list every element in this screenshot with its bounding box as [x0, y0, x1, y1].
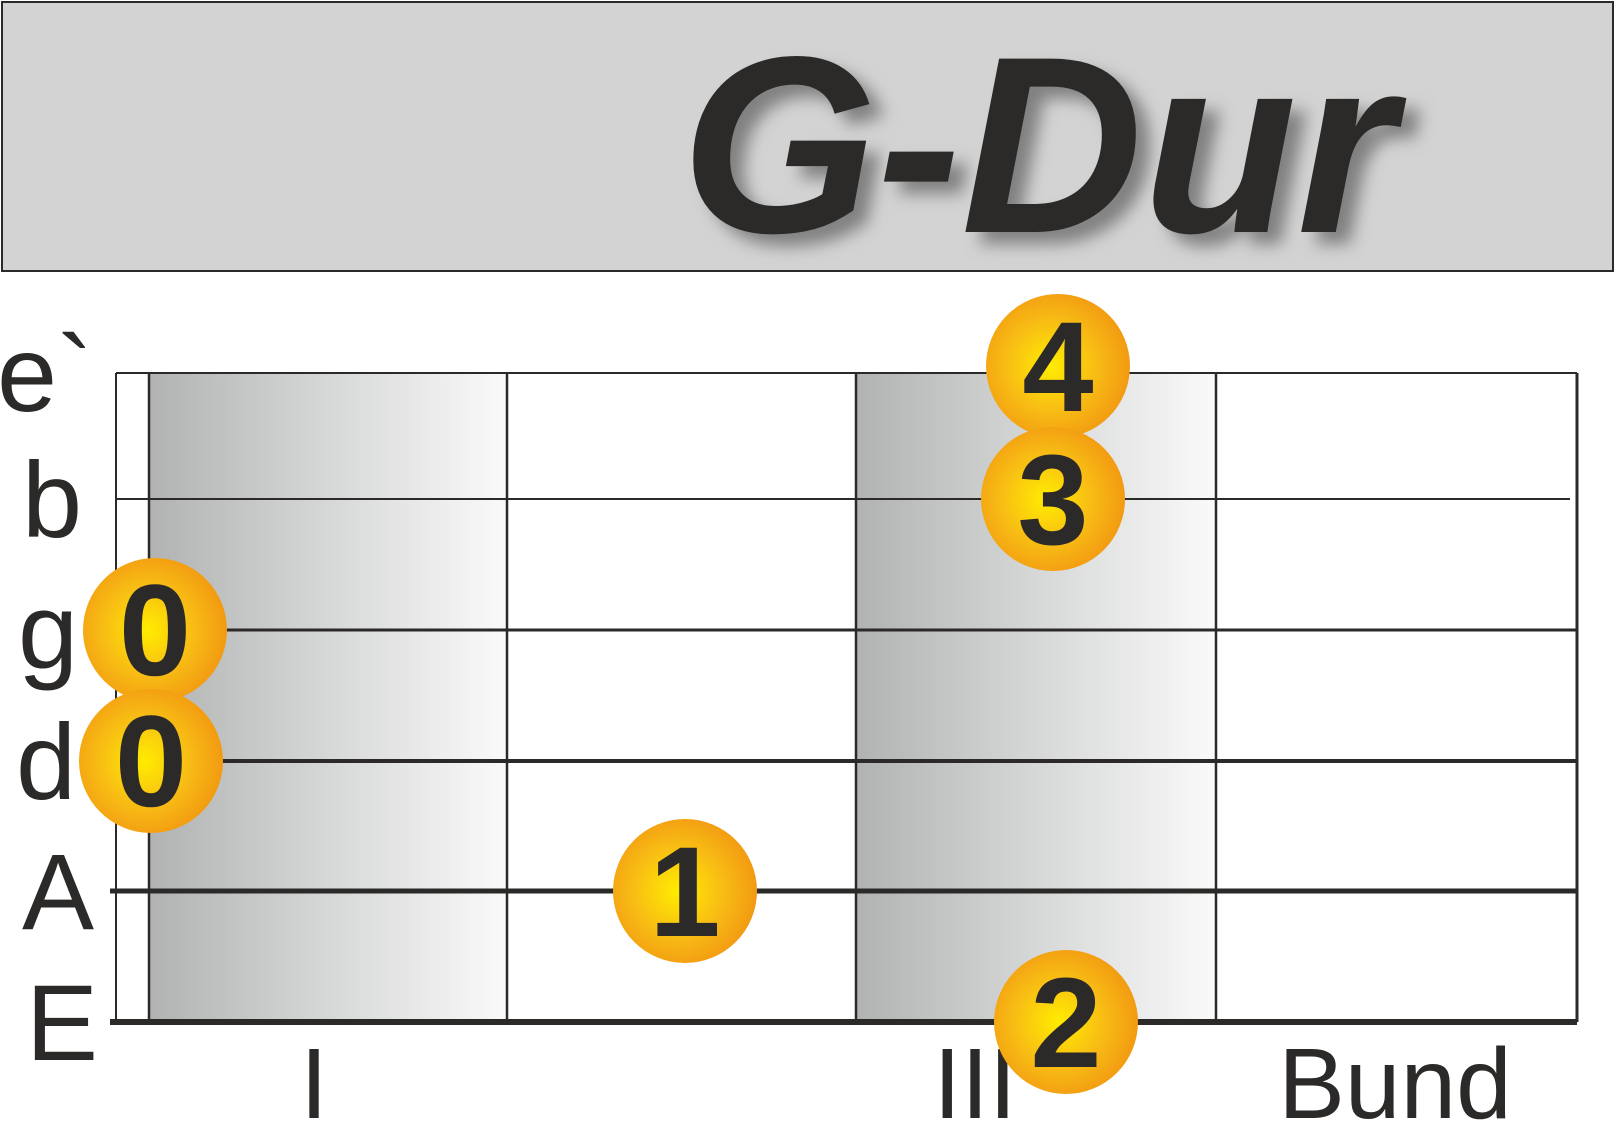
finger-number: 4	[1022, 296, 1093, 439]
fret-label: I	[300, 1028, 328, 1121]
finger-dot-circle	[981, 427, 1125, 571]
finger-number: 3	[1017, 429, 1088, 572]
string-label: e`	[0, 313, 93, 434]
finger-number: 0	[119, 557, 191, 703]
fretboard-grid	[110, 372, 1579, 1025]
string-label: d	[16, 701, 76, 822]
finger-dot-2: 2	[994, 950, 1138, 1095]
finger-dot-0: 0	[79, 688, 223, 834]
finger-dot-circle	[83, 558, 227, 702]
finger-number: 0	[115, 688, 187, 834]
string-label: A	[22, 831, 94, 952]
finger-dot-circle	[986, 294, 1130, 438]
shaded-fret-1	[149, 373, 507, 1022]
fret-label: Bund	[1278, 1028, 1512, 1121]
finger-dots: 43 00 1 2	[79, 294, 1138, 1095]
finger-dot-4: 4	[986, 294, 1130, 439]
finger-dot-circle	[994, 950, 1138, 1094]
finger-dot-circle	[79, 689, 223, 833]
chord-title: G-Dur	[681, 5, 1407, 286]
fret-labels: I III Bund	[300, 1028, 1512, 1121]
title-banner	[1, 1, 1614, 272]
finger-number: 1	[649, 821, 720, 964]
finger-dot-0: 0	[83, 557, 227, 703]
finger-dot-1: 1	[613, 819, 757, 964]
string-label: b	[22, 439, 82, 560]
string-label: E	[26, 962, 98, 1083]
finger-dot-3: 3	[981, 427, 1125, 572]
finger-number: 2	[1030, 952, 1101, 1095]
string-label: g	[18, 570, 78, 691]
finger-dot-circle	[613, 819, 757, 963]
